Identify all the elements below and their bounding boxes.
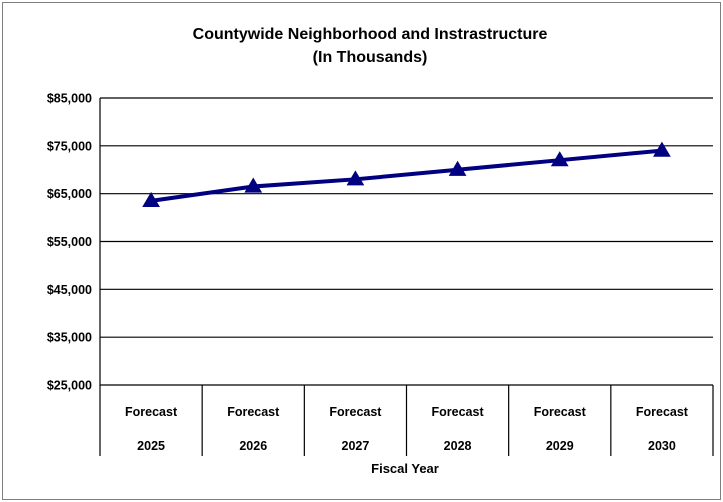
- x-category-label: Forecast: [636, 405, 689, 419]
- data-point-marker: [448, 160, 467, 176]
- x-category-label: Forecast: [534, 405, 587, 419]
- y-tick-label: $55,000: [47, 235, 92, 249]
- gridlines: [99, 97, 714, 456]
- x-category-label: Forecast: [432, 405, 485, 419]
- y-axis-ticks: $25,000 $35,000 $45,000 $55,000 $65,000 $75,0…: [47, 92, 92, 393]
- data-point-marker: [142, 191, 160, 207]
- line-chart: Countywide Neighborhood and Instrastruct…: [47, 26, 714, 476]
- x-category-year: 2029: [546, 439, 574, 453]
- series-line: [149, 148, 664, 203]
- x-category-label: Forecast: [125, 405, 178, 419]
- x-axis-title: Fiscal Year: [371, 461, 439, 476]
- y-tick-label: $85,000: [47, 92, 92, 106]
- chart-title-line-1: Countywide Neighborhood and Instrastruct…: [193, 26, 548, 43]
- x-category-year: 2028: [444, 439, 472, 453]
- y-tick-label: $45,000: [47, 283, 92, 297]
- data-point-marker: [244, 177, 263, 193]
- x-axis-categories: Forecast 2025 Forecast 2026 Forecast 2027 Fore…: [125, 405, 689, 453]
- x-category-label: Forecast: [227, 405, 280, 419]
- x-category-year: 2025: [137, 439, 165, 453]
- series-layer: [142, 141, 671, 207]
- x-category-year: 2027: [342, 439, 370, 453]
- x-category-year: 2026: [239, 439, 267, 453]
- chart-title-line-2: (In Thousands): [313, 49, 428, 66]
- x-category-label: Forecast: [329, 405, 382, 419]
- x-category-year: 2030: [648, 439, 676, 453]
- y-tick-label: $35,000: [47, 331, 92, 345]
- data-point-marker: [653, 141, 671, 157]
- y-tick-label: $75,000: [47, 139, 92, 153]
- y-tick-label: $65,000: [47, 187, 92, 201]
- y-tick-label: $25,000: [47, 379, 92, 393]
- data-point-marker: [550, 151, 569, 167]
- data-point-marker: [346, 170, 365, 186]
